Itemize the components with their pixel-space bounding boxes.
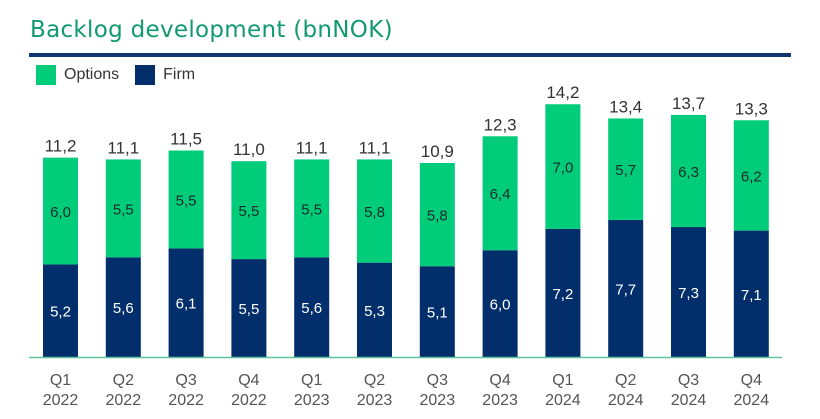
data-label-firm: 6,1 bbox=[176, 296, 197, 313]
x-tick-label-year: 2024 bbox=[545, 392, 581, 409]
total-label: 10,9 bbox=[421, 142, 454, 161]
bar-firm bbox=[482, 250, 518, 357]
data-label-options: 6,2 bbox=[741, 168, 762, 185]
bar-options bbox=[43, 157, 78, 265]
data-label-firm: 5,3 bbox=[364, 303, 385, 320]
x-tick-label-year: 2023 bbox=[482, 392, 518, 409]
bar-options bbox=[357, 159, 392, 263]
total-label: 13,4 bbox=[609, 97, 642, 116]
x-tick-label-year: 2024 bbox=[734, 392, 770, 409]
data-label-firm: 7,3 bbox=[678, 285, 699, 302]
data-label-firm: 5,1 bbox=[427, 305, 448, 322]
bar-options bbox=[545, 104, 581, 229]
data-label-options: 7,0 bbox=[552, 160, 573, 177]
x-tick-label-quarter: Q3 bbox=[678, 372, 699, 389]
bar-options bbox=[671, 114, 706, 228]
legend: Options Firm bbox=[36, 65, 211, 85]
x-tick-label-quarter: Q2 bbox=[615, 372, 636, 389]
data-label-options: 5,5 bbox=[301, 201, 322, 218]
total-label: 13,3 bbox=[735, 99, 768, 118]
legend-swatch-options bbox=[36, 65, 56, 85]
x-tick-label-quarter: Q4 bbox=[741, 372, 762, 389]
x-tick-label-quarter: Q3 bbox=[175, 372, 196, 389]
x-tick-label-year: 2023 bbox=[420, 392, 456, 409]
data-label-firm: 6,0 bbox=[490, 297, 511, 314]
legend-label-options: Options bbox=[64, 66, 120, 83]
bar-firm bbox=[168, 248, 204, 357]
data-label-options: 6,4 bbox=[490, 186, 511, 203]
x-tick-label-quarter: Q4 bbox=[489, 372, 510, 389]
total-label: 11,0 bbox=[233, 140, 265, 159]
total-label: 11,5 bbox=[170, 130, 202, 149]
data-label-options: 6,0 bbox=[50, 204, 71, 221]
bar-firm bbox=[545, 228, 581, 357]
data-label-firm: 5,6 bbox=[113, 300, 134, 317]
data-label-firm: 7,1 bbox=[741, 287, 762, 304]
data-label-firm: 7,2 bbox=[552, 286, 573, 303]
bar-firm bbox=[43, 264, 78, 357]
x-tick-label-quarter: Q2 bbox=[364, 372, 385, 389]
bar-options bbox=[733, 120, 769, 231]
total-label: 14,2 bbox=[546, 83, 579, 102]
bar-options bbox=[608, 118, 644, 220]
total-label: 11,1 bbox=[107, 138, 139, 157]
data-label-options: 5,5 bbox=[238, 203, 259, 220]
bar-options bbox=[419, 162, 455, 267]
bar-options bbox=[105, 159, 141, 258]
data-label-firm: 5,6 bbox=[301, 300, 322, 317]
bar-firm bbox=[733, 230, 769, 357]
x-tick-label-quarter: Q1 bbox=[50, 372, 71, 389]
bar-firm bbox=[608, 219, 644, 357]
chart-title: Backlog development (bnNOK) bbox=[30, 17, 393, 43]
legend-swatch-firm bbox=[135, 65, 156, 85]
data-label-options: 5,8 bbox=[427, 208, 448, 225]
title-underline bbox=[29, 53, 791, 57]
x-tick-label-quarter: Q1 bbox=[552, 372, 573, 389]
data-label-options: 5,7 bbox=[615, 162, 636, 179]
data-label-firm: 5,5 bbox=[238, 301, 259, 318]
legend-item-firm: Firm bbox=[135, 65, 195, 85]
x-tick-label-year: 2023 bbox=[294, 392, 330, 409]
x-tick-label-year: 2022 bbox=[231, 392, 267, 409]
x-tick-label-quarter: Q2 bbox=[113, 372, 134, 389]
data-label-options: 5,5 bbox=[176, 192, 197, 209]
x-tick-label-quarter: Q1 bbox=[301, 372, 322, 389]
data-label-firm: 7,7 bbox=[615, 281, 636, 298]
x-tick-label-year: 2024 bbox=[671, 392, 707, 409]
total-label: 11,2 bbox=[45, 137, 77, 156]
bar-firm bbox=[671, 227, 706, 357]
legend-item-options: Options bbox=[36, 65, 119, 85]
legend-label-firm: Firm bbox=[163, 66, 196, 83]
total-label: 13,7 bbox=[672, 94, 705, 113]
bar-options bbox=[168, 150, 204, 249]
x-tick-label-year: 2022 bbox=[168, 392, 204, 409]
data-label-firm: 5,2 bbox=[50, 304, 71, 321]
data-label-options: 5,8 bbox=[364, 204, 385, 221]
x-tick-label-year: 2024 bbox=[608, 392, 644, 409]
data-label-options: 6,3 bbox=[678, 164, 699, 181]
x-tick-label-quarter: Q4 bbox=[238, 372, 259, 389]
x-tick-label-year: 2022 bbox=[43, 392, 79, 409]
x-tick-label-year: 2023 bbox=[357, 392, 393, 409]
bar-options bbox=[231, 161, 267, 260]
total-label: 12,3 bbox=[484, 115, 517, 134]
bar-firm bbox=[105, 257, 141, 357]
bar-firm bbox=[419, 266, 455, 357]
bar-firm bbox=[294, 257, 330, 357]
total-label: 11,1 bbox=[359, 138, 391, 157]
bar-firm bbox=[231, 259, 267, 357]
bar-options bbox=[294, 159, 330, 258]
bar-options bbox=[482, 136, 518, 251]
total-label: 11,1 bbox=[296, 138, 328, 157]
data-label-options: 5,5 bbox=[113, 201, 134, 218]
bar-firm bbox=[357, 262, 392, 357]
x-tick-label-quarter: Q3 bbox=[427, 372, 448, 389]
x-tick-label-year: 2022 bbox=[106, 392, 142, 409]
